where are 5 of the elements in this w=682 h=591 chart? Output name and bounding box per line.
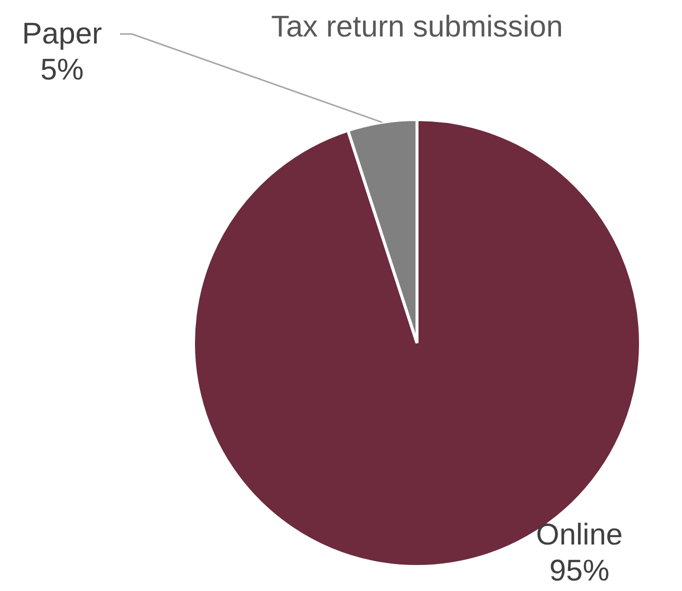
data-label: 95% [549,554,610,588]
slice-label: Online [536,518,623,552]
data-label: 5% [40,53,84,86]
chart-title: Tax return submission [271,10,563,44]
slice-label: Paper [22,17,102,50]
